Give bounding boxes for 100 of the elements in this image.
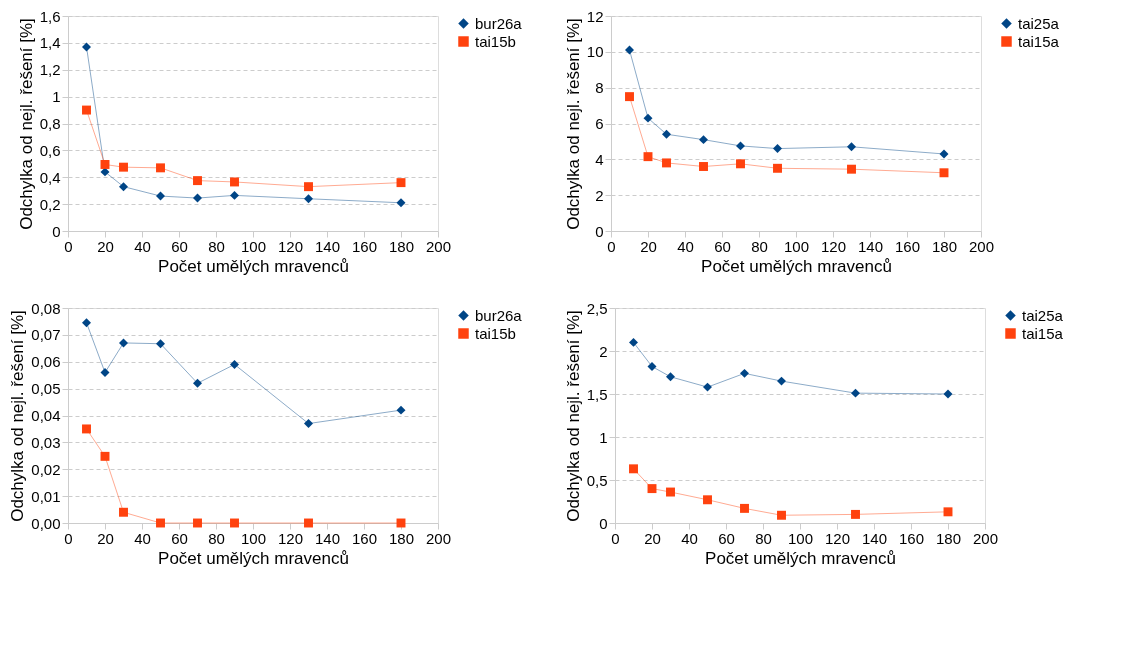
point — [396, 198, 406, 208]
y-tick-label: 1,4 — [39, 34, 61, 52]
point — [119, 162, 128, 172]
point — [662, 129, 671, 139]
point — [847, 142, 856, 152]
x-tick-label: 160 — [351, 237, 378, 255]
x-tick-label: 120 — [820, 237, 847, 255]
y-tick-label: 2 — [599, 342, 608, 360]
point — [304, 194, 313, 204]
x-tick-label: 80 — [751, 237, 768, 255]
x-tick-label: 100 — [240, 237, 267, 255]
y-tick-label: 1,2 — [39, 61, 61, 79]
x-tick-label: 180 — [935, 529, 962, 547]
y-axis-title: Odchylka od nejl. řešení [%] — [563, 18, 583, 230]
point — [666, 487, 675, 497]
point — [119, 338, 128, 348]
point — [396, 178, 406, 188]
x-tick-label: 100 — [787, 529, 814, 547]
y-tick-label: 1 — [599, 428, 608, 446]
point — [396, 405, 406, 415]
point — [847, 164, 856, 174]
y-tick-label: 0,03 — [31, 433, 61, 451]
x-axis-title: Počet umělých mravenců — [705, 548, 896, 568]
point — [939, 149, 949, 159]
point — [100, 167, 110, 177]
x-tick-label: 20 — [97, 237, 114, 255]
point — [193, 378, 202, 388]
y-tick-label: 1 — [52, 88, 61, 106]
point — [736, 141, 745, 151]
y-axis-title: Odchylka od nejl. řešení [%] — [16, 18, 36, 230]
x-tick-label: 200 — [968, 237, 995, 255]
y-axis-title: Odchylka od nejl. řešení [%] — [8, 310, 28, 522]
y-tick-label: 12 — [586, 7, 604, 25]
x-tick-label: 160 — [894, 237, 921, 255]
legend-label: tai25a — [1018, 14, 1060, 32]
y-tick-label: 0,05 — [31, 380, 61, 398]
y-tick-label: 0,6 — [39, 141, 61, 159]
y-tick-label: 0,04 — [31, 407, 61, 424]
legend-label: tai15a — [1022, 324, 1064, 342]
y-tick-label: 0,08 — [31, 299, 61, 317]
point — [773, 144, 782, 154]
y-tick-label: 0 — [599, 514, 608, 532]
y-tick-label: 0,02 — [31, 460, 61, 478]
x-tick-label: 200 — [425, 529, 452, 547]
point — [643, 152, 653, 162]
x-tick-label: 180 — [931, 237, 958, 255]
x-tick-label: 60 — [714, 237, 731, 255]
legend-label: tai15b — [475, 324, 516, 342]
x-tick-label: 80 — [208, 529, 225, 547]
legend-label: tai15b — [475, 32, 516, 50]
point — [156, 163, 165, 173]
point — [156, 518, 165, 528]
x-tick-label: 20 — [644, 529, 661, 547]
point — [666, 372, 675, 382]
x-axis-title: Počet umělých mravenců — [158, 256, 349, 276]
point — [703, 495, 712, 505]
point — [943, 507, 953, 517]
y-tick-label: 0,2 — [39, 195, 61, 213]
point — [230, 190, 239, 200]
x-tick-label: 140 — [861, 529, 888, 547]
point — [119, 507, 128, 517]
y-tick-label: 6 — [595, 115, 604, 132]
point — [773, 163, 782, 173]
x-tick-label: 120 — [824, 529, 851, 547]
x-tick-label: 0 — [611, 529, 620, 547]
x-tick-label: 100 — [240, 529, 267, 547]
point — [193, 176, 202, 186]
x-tick-label: 0 — [64, 529, 73, 547]
x-tick-label: 140 — [857, 237, 884, 255]
y-tick-label: 0 — [52, 222, 61, 240]
x-tick-label: 60 — [718, 529, 735, 547]
point — [939, 168, 949, 178]
x-axis-title: Počet umělých mravenců — [701, 256, 892, 276]
y-axis-title: Odchylka od nejl. řešení [%] — [563, 310, 583, 522]
y-tick-label: 0,5 — [586, 471, 608, 489]
point — [82, 42, 91, 52]
x-tick-label: 140 — [314, 529, 341, 547]
point — [625, 45, 634, 55]
point — [662, 158, 671, 168]
point — [156, 339, 165, 349]
point — [647, 362, 657, 371]
x-tick-label: 40 — [134, 237, 151, 255]
point — [647, 484, 657, 494]
point — [304, 518, 313, 528]
point — [777, 376, 786, 386]
point — [82, 318, 91, 328]
x-tick-label: 200 — [972, 529, 999, 547]
x-tick-label: 0 — [64, 237, 73, 255]
point — [629, 464, 638, 474]
y-tick-label: 1,6 — [39, 7, 61, 25]
x-tick-label: 60 — [171, 529, 188, 547]
x-tick-label: 20 — [640, 237, 657, 255]
legend-label: tai15a — [1018, 32, 1060, 50]
y-tick-label: 0,01 — [31, 487, 61, 505]
point — [193, 193, 202, 203]
y-tick-label: 8 — [595, 79, 604, 97]
point — [740, 368, 749, 378]
x-tick-label: 80 — [755, 529, 772, 547]
point — [304, 182, 313, 192]
x-tick-label: 20 — [97, 529, 114, 547]
